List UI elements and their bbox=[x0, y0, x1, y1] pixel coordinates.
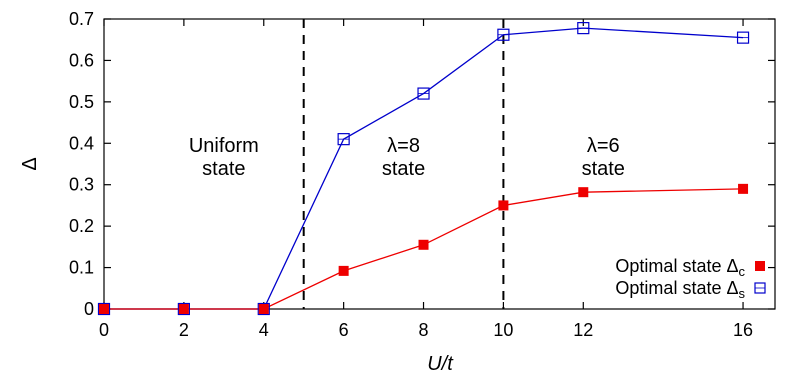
x-tick-label: 2 bbox=[179, 320, 189, 340]
y-tick-label: 0.6 bbox=[69, 50, 94, 70]
plot-frame bbox=[103, 18, 776, 310]
y-axis: 0 0.1 0.2 0.3 0.4 0.5 0.6 0.7 bbox=[69, 9, 775, 319]
y-tick-label: 0.7 bbox=[69, 9, 94, 29]
region-label-line1: λ=8 bbox=[387, 135, 420, 157]
y-tick-label: 0.2 bbox=[69, 216, 94, 236]
data-point-series-0 bbox=[178, 304, 189, 314]
legend-entry-label: Optimal state Δc bbox=[615, 256, 745, 279]
y-tick-label: 0 bbox=[84, 299, 94, 319]
y-tick-label: 0.5 bbox=[69, 92, 94, 112]
divider-lines bbox=[302, 19, 505, 309]
x-axis-title: U/t bbox=[427, 353, 454, 375]
series-layer bbox=[97, 22, 750, 316]
region-label-line2: state bbox=[382, 158, 425, 180]
x-tick-label: 16 bbox=[733, 320, 753, 340]
legend-entry-label: Optimal state Δs bbox=[615, 278, 745, 301]
x-tick-label: 10 bbox=[493, 320, 513, 340]
region-label-line1: Uniform bbox=[189, 135, 259, 157]
x-tick-label: 4 bbox=[259, 320, 269, 340]
x-axis: 0 2 4 6 8 10 12 16 bbox=[99, 19, 753, 340]
y-axis-title: Δ bbox=[19, 157, 41, 170]
region-label-line2: state bbox=[202, 158, 245, 180]
data-point-series-0 bbox=[418, 239, 429, 250]
x-tick-label: 6 bbox=[339, 320, 349, 340]
data-point-series-0 bbox=[578, 187, 589, 198]
y-tick-label: 0.3 bbox=[69, 175, 94, 195]
data-point-series-0 bbox=[338, 265, 349, 276]
x-tick-label: 8 bbox=[419, 320, 429, 340]
x-tick-label: 0 bbox=[99, 320, 109, 340]
y-tick-label: 0.4 bbox=[69, 133, 94, 153]
region-label-line2: state bbox=[582, 158, 625, 180]
data-point-series-0 bbox=[99, 304, 109, 314]
y-tick-label: 0.1 bbox=[69, 258, 94, 278]
region-label-line1: λ=6 bbox=[587, 135, 620, 157]
legend-marker bbox=[755, 261, 765, 271]
x-tick-label: 12 bbox=[573, 320, 593, 340]
series-line-0 bbox=[104, 188, 744, 310]
data-point-series-0 bbox=[258, 304, 269, 314]
data-point-series-0 bbox=[738, 183, 749, 194]
data-point-series-0 bbox=[498, 200, 509, 211]
